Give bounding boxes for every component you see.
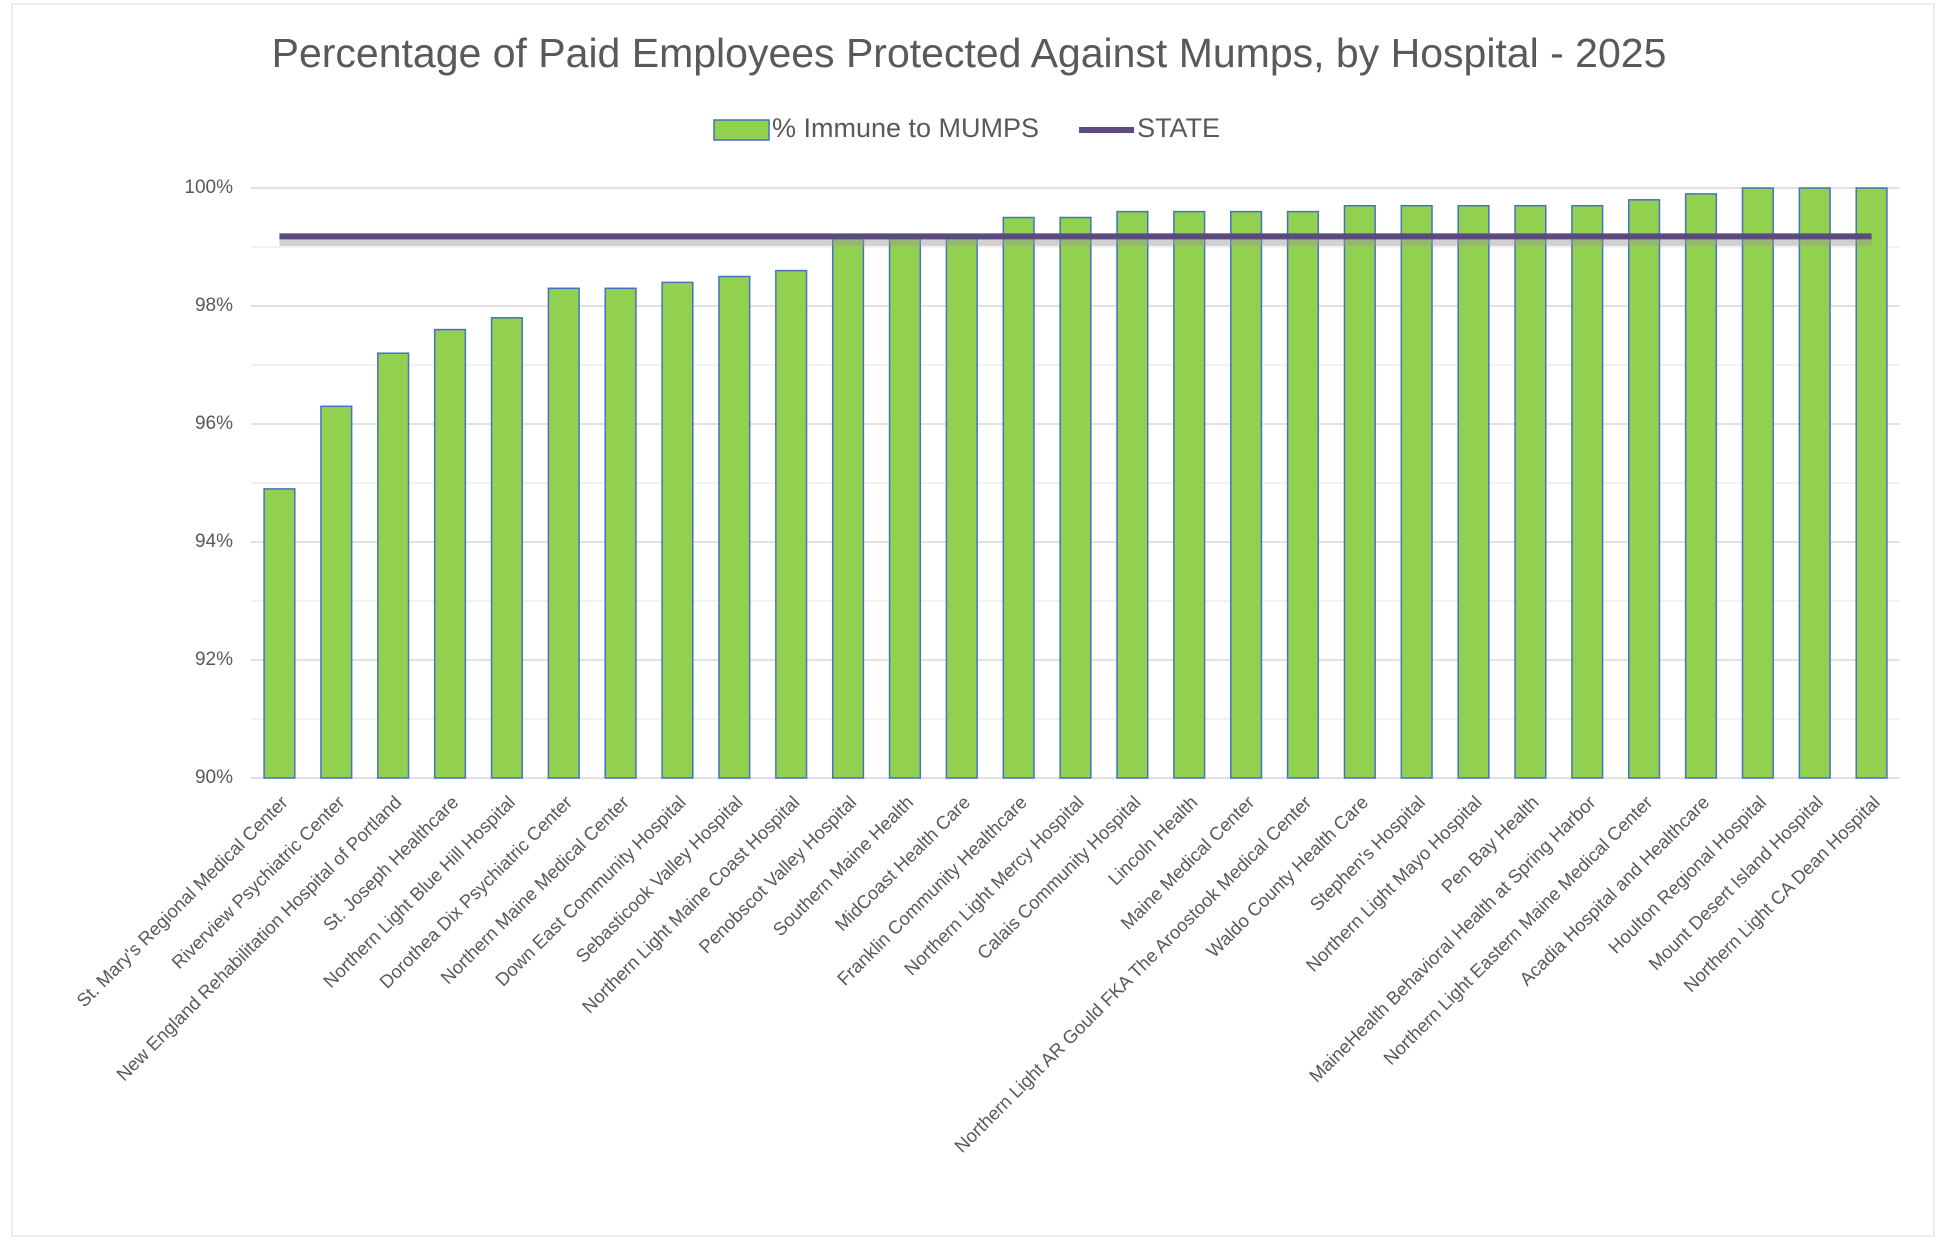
bar xyxy=(1798,187,1831,779)
bar xyxy=(1116,210,1149,779)
bar xyxy=(945,234,978,779)
bar xyxy=(604,287,637,779)
bar xyxy=(1457,204,1490,779)
bar xyxy=(1173,210,1206,779)
y-tick-label: 94% xyxy=(195,531,233,552)
bar xyxy=(263,488,296,779)
bar xyxy=(320,405,353,779)
bar xyxy=(1002,216,1035,779)
bar xyxy=(490,317,523,779)
bar xyxy=(1400,204,1433,779)
bar xyxy=(661,281,694,779)
bar xyxy=(888,234,922,779)
bar xyxy=(1343,204,1376,779)
legend-label: STATE xyxy=(1137,113,1220,143)
chart-title: Percentage of Paid Employees Protected A… xyxy=(272,30,1667,76)
bar xyxy=(1628,199,1661,779)
bar xyxy=(1059,216,1092,779)
bar xyxy=(1571,204,1604,779)
bar xyxy=(377,352,410,779)
legend-label: % Immune to MUMPS xyxy=(772,113,1039,143)
bar xyxy=(718,275,751,779)
bar xyxy=(831,234,865,779)
y-tick-label: 90% xyxy=(195,767,233,788)
bar xyxy=(1684,193,1718,779)
bar xyxy=(1741,187,1774,779)
bar xyxy=(775,269,808,779)
bar xyxy=(1514,204,1547,779)
y-tick-label: 92% xyxy=(195,649,233,670)
bar xyxy=(1855,187,1888,779)
legend-swatch xyxy=(713,119,770,141)
bar xyxy=(1286,210,1320,779)
y-tick-label: 98% xyxy=(195,295,233,316)
bar xyxy=(433,328,467,779)
y-tick-label: 96% xyxy=(195,413,233,434)
bar xyxy=(547,287,580,779)
bar xyxy=(1229,210,1263,779)
y-tick-label: 100% xyxy=(184,177,233,198)
